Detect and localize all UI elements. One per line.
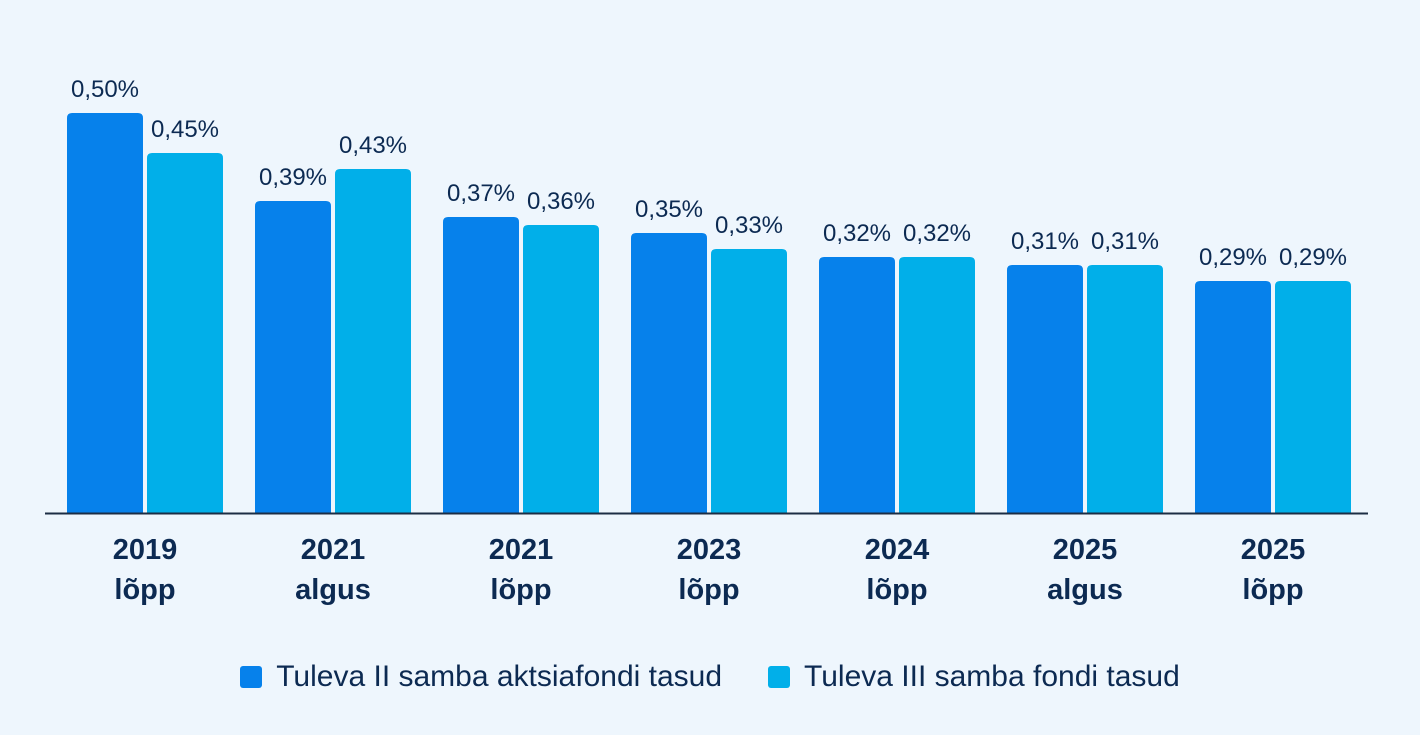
bar-series-2-4[interactable] xyxy=(899,257,975,513)
x-tick-label-3-line-1: 2023 xyxy=(677,534,742,566)
bar-series-1-2[interactable] xyxy=(443,217,519,513)
data-label-series-1-4: 0,32% xyxy=(823,220,891,247)
x-tick-label-2-line-2: lõpp xyxy=(490,574,551,606)
legend-item-series-1[interactable]: Tuleva II samba aktsiafondi tasud xyxy=(240,660,722,694)
x-tick-label-5-line-2: algus xyxy=(1047,574,1123,606)
x-tick-label-0-line-2: lõpp xyxy=(114,574,175,606)
data-label-series-2-4: 0,32% xyxy=(903,220,971,247)
legend-item-series-2[interactable]: Tuleva III samba fondi tasud xyxy=(768,660,1180,694)
x-tick-label-1-line-1: 2021 xyxy=(301,534,366,566)
bar-series-2-1[interactable] xyxy=(335,169,411,513)
bar-series-1-5[interactable] xyxy=(1007,265,1083,513)
bar-series-2-3[interactable] xyxy=(711,249,787,513)
legend-swatch-series-1 xyxy=(240,666,263,688)
chart-legend: Tuleva II samba aktsiafondi tasud Tuleva… xyxy=(0,655,1420,699)
bar-series-1-4[interactable] xyxy=(819,257,895,513)
x-tick-label-3-line-2: lõpp xyxy=(678,574,739,606)
bar-chart: 0,50% 0,45% 2019 lõpp 0,39% 0,43% 2021 algus 0,3… xyxy=(45,76,1368,606)
bar-series-1-3[interactable] xyxy=(631,233,707,513)
x-tick-label-4-line-2: lõpp xyxy=(866,574,927,606)
x-tick-label-0-line-1: 2019 xyxy=(113,534,178,566)
bar-series-2-6[interactable] xyxy=(1275,281,1351,513)
data-label-series-1-3: 0,35% xyxy=(635,196,703,223)
data-label-series-1-2: 0,37% xyxy=(447,180,515,207)
bar-series-2-0[interactable] xyxy=(147,153,223,513)
data-label-series-2-2: 0,36% xyxy=(527,188,595,215)
legend-label-series-1: Tuleva II samba aktsiafondi tasud xyxy=(276,660,723,693)
legend-swatch-series-2 xyxy=(768,666,791,688)
data-label-series-1-1: 0,39% xyxy=(259,164,327,191)
legend-label-series-2: Tuleva III samba fondi tasud xyxy=(804,660,1180,693)
x-tick-label-2-line-1: 2021 xyxy=(489,534,554,566)
data-label-series-2-3: 0,33% xyxy=(715,212,783,239)
data-label-series-1-0: 0,50% xyxy=(71,76,139,103)
data-label-series-2-0: 0,45% xyxy=(151,116,219,143)
x-tick-label-5-line-1: 2025 xyxy=(1053,534,1118,566)
data-label-series-1-5: 0,31% xyxy=(1011,228,1079,255)
bar-series-1-1[interactable] xyxy=(255,201,331,513)
x-tick-label-1-line-2: algus xyxy=(295,574,371,606)
bar-series-2-2[interactable] xyxy=(523,225,599,513)
x-tick-label-6-line-1: 2025 xyxy=(1241,534,1306,566)
bar-series-1-6[interactable] xyxy=(1195,281,1271,513)
data-label-series-2-1: 0,43% xyxy=(339,132,407,159)
bar-series-2-5[interactable] xyxy=(1087,265,1163,513)
bar-series-1-0[interactable] xyxy=(67,113,143,513)
data-label-series-2-5: 0,31% xyxy=(1091,228,1159,255)
data-label-series-2-6: 0,29% xyxy=(1279,244,1347,271)
x-tick-label-4-line-1: 2024 xyxy=(865,534,930,566)
data-label-series-1-6: 0,29% xyxy=(1199,244,1267,271)
x-tick-label-6-line-2: lõpp xyxy=(1242,574,1303,606)
